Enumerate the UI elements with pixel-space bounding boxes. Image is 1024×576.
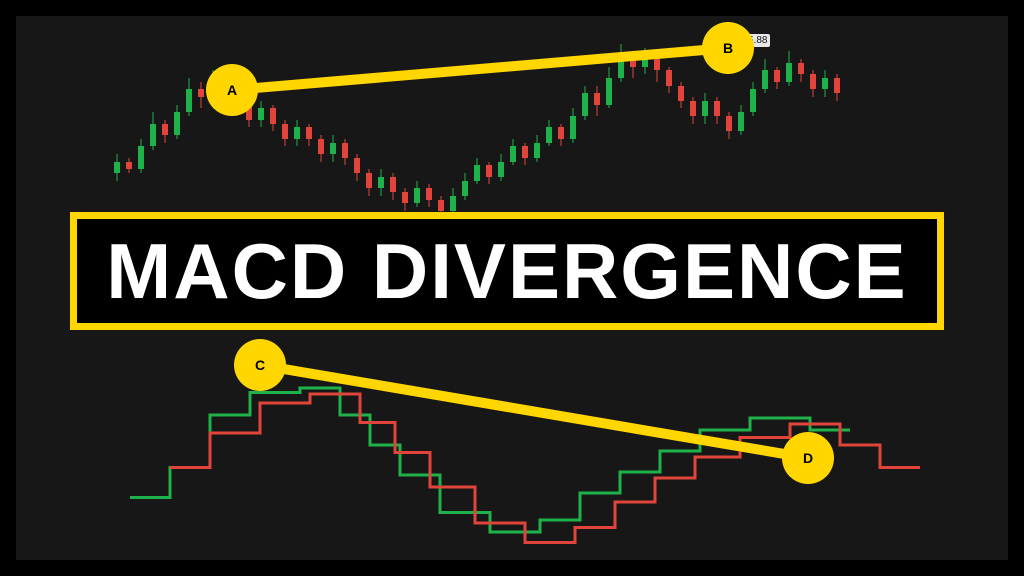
marker-d-label: D <box>803 450 813 466</box>
marker-b: B <box>702 22 754 74</box>
marker-c: C <box>234 339 286 391</box>
marker-d: D <box>782 432 834 484</box>
marker-a: A <box>206 64 258 116</box>
marker-c-label: C <box>255 357 265 373</box>
title-text: MACD DIVERGENCE <box>106 226 907 317</box>
marker-a-label: A <box>227 82 237 98</box>
chart-stage: 5.88 A B C D MACD DIVERGENCE <box>0 0 1024 576</box>
title-box: MACD DIVERGENCE <box>70 212 944 330</box>
marker-b-label: B <box>723 40 733 56</box>
macd-line-green <box>130 388 850 532</box>
